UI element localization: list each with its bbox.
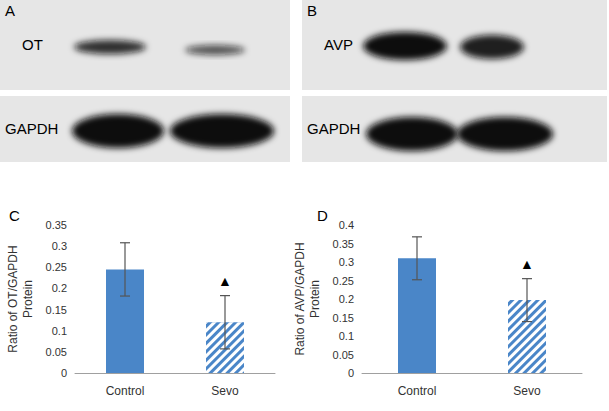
svg-text:0.35: 0.35 bbox=[46, 219, 67, 231]
svg-text:0: 0 bbox=[61, 367, 67, 379]
svg-text:AVP: AVP bbox=[324, 36, 353, 53]
svg-text:Control: Control bbox=[398, 384, 437, 398]
svg-text:▲: ▲ bbox=[218, 273, 232, 289]
svg-text:OT: OT bbox=[22, 36, 43, 53]
svg-text:0.15: 0.15 bbox=[333, 312, 354, 324]
svg-text:0.3: 0.3 bbox=[339, 256, 354, 268]
svg-text:0.35: 0.35 bbox=[333, 238, 354, 250]
svg-text:Protein: Protein bbox=[308, 280, 322, 318]
svg-text:▲: ▲ bbox=[520, 256, 534, 272]
svg-text:A: A bbox=[5, 2, 15, 19]
svg-text:0.05: 0.05 bbox=[333, 349, 354, 361]
svg-text:C: C bbox=[9, 207, 20, 224]
svg-text:0: 0 bbox=[348, 367, 354, 379]
svg-text:0.25: 0.25 bbox=[46, 261, 67, 273]
svg-text:0.2: 0.2 bbox=[339, 293, 354, 305]
svg-text:0.3: 0.3 bbox=[52, 240, 67, 252]
svg-text:GAPDH: GAPDH bbox=[307, 120, 360, 137]
svg-text:Protein: Protein bbox=[21, 280, 35, 318]
svg-text:0.05: 0.05 bbox=[46, 346, 67, 358]
svg-text:0.4: 0.4 bbox=[339, 219, 354, 231]
svg-text:Control: Control bbox=[106, 384, 145, 398]
svg-text:0.25: 0.25 bbox=[333, 275, 354, 287]
svg-text:Ratio of AVP/GAPDH: Ratio of AVP/GAPDH bbox=[293, 242, 307, 355]
svg-text:Sevo: Sevo bbox=[513, 384, 541, 398]
svg-text:0.2: 0.2 bbox=[52, 282, 67, 294]
svg-text:0.1: 0.1 bbox=[339, 330, 354, 342]
svg-text:Sevo: Sevo bbox=[211, 384, 239, 398]
svg-text:D: D bbox=[317, 207, 328, 224]
svg-text:0.15: 0.15 bbox=[46, 304, 67, 316]
svg-text:0.1: 0.1 bbox=[52, 325, 67, 337]
svg-text:B: B bbox=[307, 2, 317, 19]
svg-text:Ratio of OT/GAPDH: Ratio of OT/GAPDH bbox=[6, 245, 20, 352]
svg-text:GAPDH: GAPDH bbox=[5, 120, 58, 137]
